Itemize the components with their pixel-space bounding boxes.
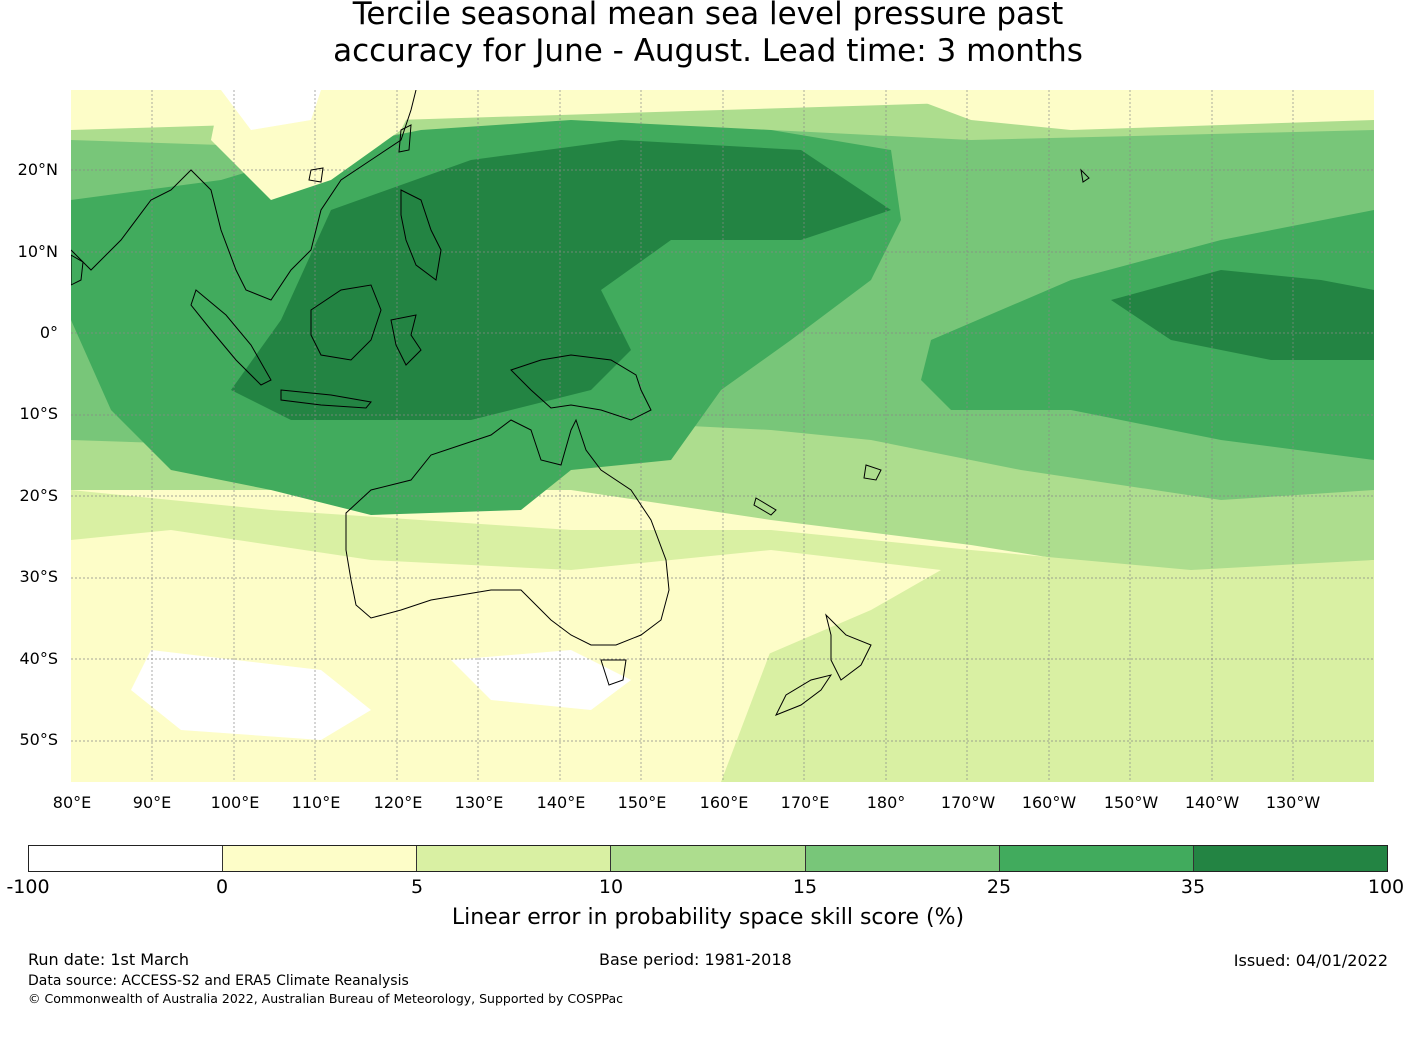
copyright: © Commonwealth of Australia 2022, Austra… bbox=[28, 991, 623, 1006]
zone-35-100 bbox=[231, 140, 891, 420]
new-guinea-coast bbox=[510, 354, 652, 421]
title-line-2: accuracy for June - August. Lead time: 3… bbox=[333, 33, 1083, 69]
sri-lanka-coast bbox=[71, 254, 84, 286]
zone-35-100-east bbox=[1111, 270, 1374, 360]
colorbar-segment bbox=[29, 846, 224, 871]
lat-label-10n: 10°N bbox=[17, 242, 58, 261]
colorbar-segment bbox=[417, 846, 612, 871]
colorbar-segment bbox=[999, 846, 1194, 871]
lon-label-160w: 160°W bbox=[1021, 793, 1077, 812]
colorbar-tick: -100 bbox=[6, 876, 50, 898]
new-zealand-north bbox=[825, 613, 872, 681]
sumatra-coast bbox=[190, 289, 272, 386]
base-period: Base period: 1981-2018 bbox=[599, 950, 792, 969]
colorbar-label: Linear error in probability space skill … bbox=[451, 905, 965, 930]
asia-coast bbox=[71, 90, 417, 301]
lon-label-80e: 80°E bbox=[52, 793, 92, 812]
skill-score-map bbox=[71, 90, 1374, 782]
lat-label-0: 0° bbox=[39, 323, 58, 342]
coastlines bbox=[71, 90, 1090, 716]
lon-label-90e: 90°E bbox=[132, 793, 172, 812]
zone-negative-1 bbox=[131, 650, 371, 740]
zone-negative-2 bbox=[451, 650, 631, 710]
graticule bbox=[71, 90, 1374, 782]
colorbar-segment bbox=[1193, 846, 1387, 871]
lon-label-110e: 110°E bbox=[291, 793, 341, 812]
zone-0-5-ne bbox=[891, 90, 1374, 130]
lon-label-130w: 130°W bbox=[1265, 793, 1321, 812]
colorbar-tick: 15 bbox=[792, 876, 818, 898]
lon-label-140e: 140°E bbox=[536, 793, 586, 812]
lat-label-20s: 20°S bbox=[19, 486, 58, 505]
zone-5-10-south bbox=[71, 490, 1374, 782]
new-caledonia-coast bbox=[753, 497, 777, 516]
issued-date: Issued: 04/01/2022 bbox=[1233, 951, 1388, 970]
lon-label-140w: 140°W bbox=[1184, 793, 1240, 812]
taiwan-coast bbox=[398, 124, 412, 153]
lat-label-50s: 50°S bbox=[19, 730, 58, 749]
lon-label-150e: 150°E bbox=[617, 793, 667, 812]
lon-label-150w: 150°W bbox=[1103, 793, 1159, 812]
colorbar-segment bbox=[611, 846, 806, 871]
philippines-coast bbox=[400, 189, 442, 281]
lon-label-120e: 120°E bbox=[373, 793, 423, 812]
chart-title: Tercile seasonal mean sea level pressure… bbox=[0, 0, 1416, 70]
map-canvas bbox=[71, 90, 1374, 782]
lon-label-100e: 100°E bbox=[210, 793, 260, 812]
sulawesi-coast bbox=[390, 314, 422, 366]
colorbar-tick: 5 bbox=[410, 876, 424, 898]
australia-coast bbox=[345, 418, 670, 646]
colorbar-tick: 35 bbox=[1180, 876, 1206, 898]
colorbar-tick: 0 bbox=[215, 876, 229, 898]
lon-label-180: 180° bbox=[866, 793, 906, 812]
borneo-coast bbox=[310, 284, 382, 361]
tasmania-coast bbox=[600, 659, 627, 686]
colorbar-tick: 100 bbox=[1367, 876, 1405, 898]
lat-label-30s: 30°S bbox=[19, 567, 58, 586]
lon-label-170e: 170°E bbox=[780, 793, 830, 812]
run-date: Run date: 1st March bbox=[28, 950, 189, 969]
fiji-coast bbox=[863, 464, 882, 481]
lon-label-130e: 130°E bbox=[454, 793, 504, 812]
hainan-coast bbox=[308, 167, 324, 183]
data-source: Data source: ACCESS-S2 and ERA5 Climate … bbox=[28, 973, 409, 989]
java-coast bbox=[280, 389, 372, 409]
colorbar-tick: 25 bbox=[986, 876, 1012, 898]
colorbar-tick: 10 bbox=[598, 876, 624, 898]
title-line-1: Tercile seasonal mean sea level pressure… bbox=[352, 0, 1064, 32]
zone-25-35-east bbox=[921, 210, 1374, 460]
lat-label-20n: 20°N bbox=[17, 160, 58, 179]
lon-label-160e: 160°E bbox=[699, 793, 749, 812]
colorbar-segment bbox=[223, 846, 418, 871]
new-zealand-south bbox=[774, 674, 833, 716]
hawaii-coast bbox=[1080, 168, 1090, 183]
lon-label-170w: 170°W bbox=[940, 793, 996, 812]
colorbar-segment bbox=[805, 846, 1000, 871]
zone-negative-3 bbox=[221, 90, 321, 130]
lat-label-10s: 10°S bbox=[19, 404, 58, 423]
lat-label-40s: 40°S bbox=[19, 649, 58, 668]
colorbar bbox=[28, 845, 1388, 872]
